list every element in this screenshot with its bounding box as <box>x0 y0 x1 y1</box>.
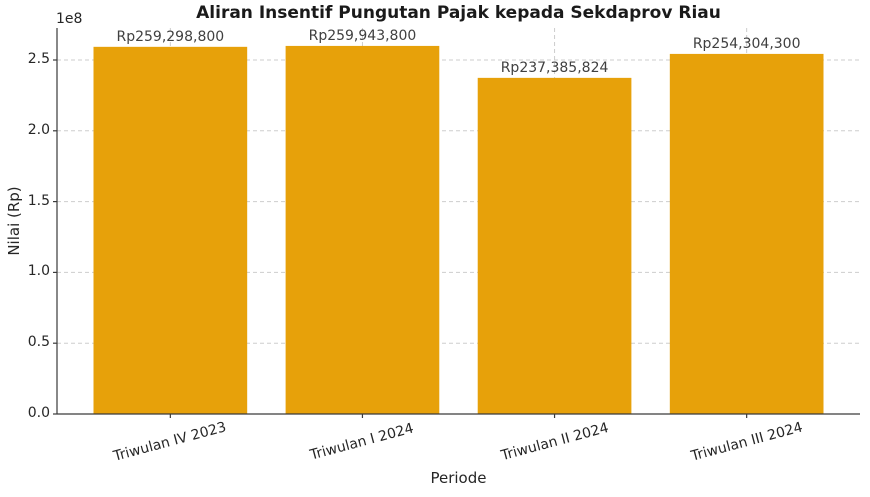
bar-value-label: Rp237,385,824 <box>500 59 609 76</box>
y-tick-label: 2.0 <box>27 121 50 138</box>
y-tick-label: 0.5 <box>27 334 50 351</box>
y-tick-label: 2.5 <box>27 51 50 67</box>
bar <box>93 46 248 415</box>
y-tick-label: 0.0 <box>27 405 50 421</box>
bar <box>477 77 632 415</box>
bar <box>669 53 824 414</box>
bar <box>285 45 440 414</box>
bar-value-label: Rp259,943,800 <box>308 27 417 44</box>
bar-value-label: Rp259,298,800 <box>116 28 225 45</box>
y-tick-label: 1.0 <box>27 263 50 280</box>
chart-title: Aliran Insentif Pungutan Pajak kepada Se… <box>196 3 721 23</box>
bar-value-label: Rp254,304,300 <box>692 35 801 52</box>
x-axis-label: Periode <box>430 469 487 487</box>
y-tick-label: 1.5 <box>27 192 50 209</box>
y-axis-offset-label: 1e8 <box>56 11 83 27</box>
